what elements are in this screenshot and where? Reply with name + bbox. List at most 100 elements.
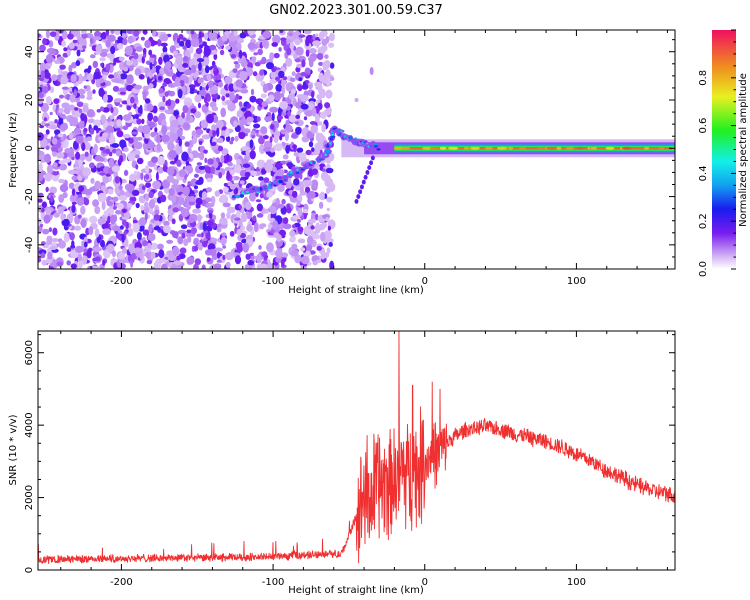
noise-speck — [77, 159, 83, 166]
noise-speck — [327, 225, 331, 231]
noise-speck — [181, 112, 186, 119]
noise-speck — [253, 123, 261, 129]
noise-speck — [171, 231, 179, 239]
noise-speck — [102, 176, 110, 184]
noise-speck — [136, 136, 143, 141]
noise-speck — [79, 94, 85, 99]
drift-point — [288, 173, 293, 177]
noise-speck — [122, 134, 131, 139]
y-tick-label: 2000 — [24, 485, 35, 510]
noise-speck — [325, 36, 330, 44]
noise-speck — [40, 252, 46, 259]
noise-speck — [83, 241, 88, 248]
noise-speck — [273, 52, 280, 59]
carrier-peak — [643, 146, 650, 150]
noise-speck — [182, 37, 187, 42]
noise-speck — [98, 87, 105, 98]
noise-speck — [93, 119, 101, 128]
noise-speck — [326, 196, 333, 203]
noise-speck — [89, 215, 98, 224]
noise-speck — [185, 160, 190, 166]
noise-speck — [141, 185, 146, 191]
noise-speck — [271, 112, 275, 122]
noise-speck — [92, 199, 100, 207]
noise-speck — [157, 155, 165, 166]
spectrogram-x-axis: -200 -100 0 100 — [60, 30, 668, 287]
noise-speck — [196, 162, 203, 166]
noise-speck — [64, 148, 72, 154]
noise-speck — [295, 114, 301, 120]
noise-speck — [328, 42, 335, 48]
noise-speck — [199, 77, 204, 84]
noise-speck — [136, 157, 144, 165]
noise-speck — [305, 110, 313, 117]
noise-speck — [328, 182, 336, 192]
noise-speck — [160, 42, 168, 47]
drift-branch — [370, 155, 375, 161]
noise-speck — [295, 46, 304, 56]
noise-speck — [178, 169, 186, 178]
noise-speck — [93, 125, 99, 131]
noise-speck — [236, 210, 241, 220]
noise-speck — [326, 207, 330, 212]
noise-speck — [127, 255, 132, 262]
noise-speck — [43, 117, 48, 122]
noise-speck — [93, 71, 101, 80]
noise-speck — [50, 146, 58, 152]
noise-speck — [283, 217, 289, 225]
noise-speck — [80, 218, 87, 229]
noise-speck — [211, 106, 219, 112]
noise-speck — [48, 192, 55, 196]
noise-speck — [184, 141, 190, 147]
noise-speck — [146, 76, 151, 85]
noise-speck — [118, 56, 125, 62]
noise-speck — [77, 253, 82, 262]
noise-speck — [207, 158, 214, 165]
noise-speck — [206, 203, 215, 208]
noise-speck — [198, 165, 206, 170]
noise-speck — [40, 241, 46, 246]
noise-speck — [44, 172, 53, 182]
noise-speck — [169, 160, 176, 165]
noise-speck — [273, 134, 279, 144]
noise-speck — [238, 204, 242, 210]
noise-speck — [162, 95, 166, 103]
noise-speck — [183, 69, 192, 76]
noise-speck — [309, 250, 316, 255]
noise-speck — [287, 110, 291, 117]
noise-speck — [282, 154, 289, 160]
noise-speck — [234, 187, 239, 194]
noise-speck — [247, 260, 254, 266]
noise-speck — [187, 218, 195, 223]
noise-speck — [45, 53, 54, 64]
noise-speck — [204, 32, 209, 41]
noise-speck — [105, 63, 111, 72]
noise-speck — [316, 115, 320, 123]
noise-speck — [105, 148, 111, 155]
noise-speck — [157, 39, 162, 47]
carrier-peak — [556, 146, 562, 150]
noise-speck — [107, 188, 114, 195]
noise-speck — [168, 215, 173, 222]
noise-speck — [155, 171, 159, 181]
noise-speck — [198, 89, 207, 97]
noise-speck — [209, 101, 217, 108]
noise-speck — [57, 146, 63, 153]
noise-speck — [325, 217, 329, 222]
noise-speck — [298, 152, 307, 158]
noise-speck — [139, 217, 147, 226]
noise-speck — [119, 253, 125, 261]
noise-speck — [119, 225, 124, 230]
noise-speck — [133, 30, 140, 37]
noise-speck — [186, 229, 192, 234]
drift-point — [329, 142, 332, 145]
noise-speck — [59, 113, 66, 119]
noise-speck — [135, 202, 140, 209]
noise-speck — [142, 47, 147, 55]
noise-speck — [219, 194, 229, 204]
noise-speck — [259, 193, 264, 199]
noise-speck — [268, 94, 275, 102]
noise-speck — [176, 255, 181, 261]
noise-speck — [311, 147, 315, 152]
noise-speck — [194, 185, 198, 190]
